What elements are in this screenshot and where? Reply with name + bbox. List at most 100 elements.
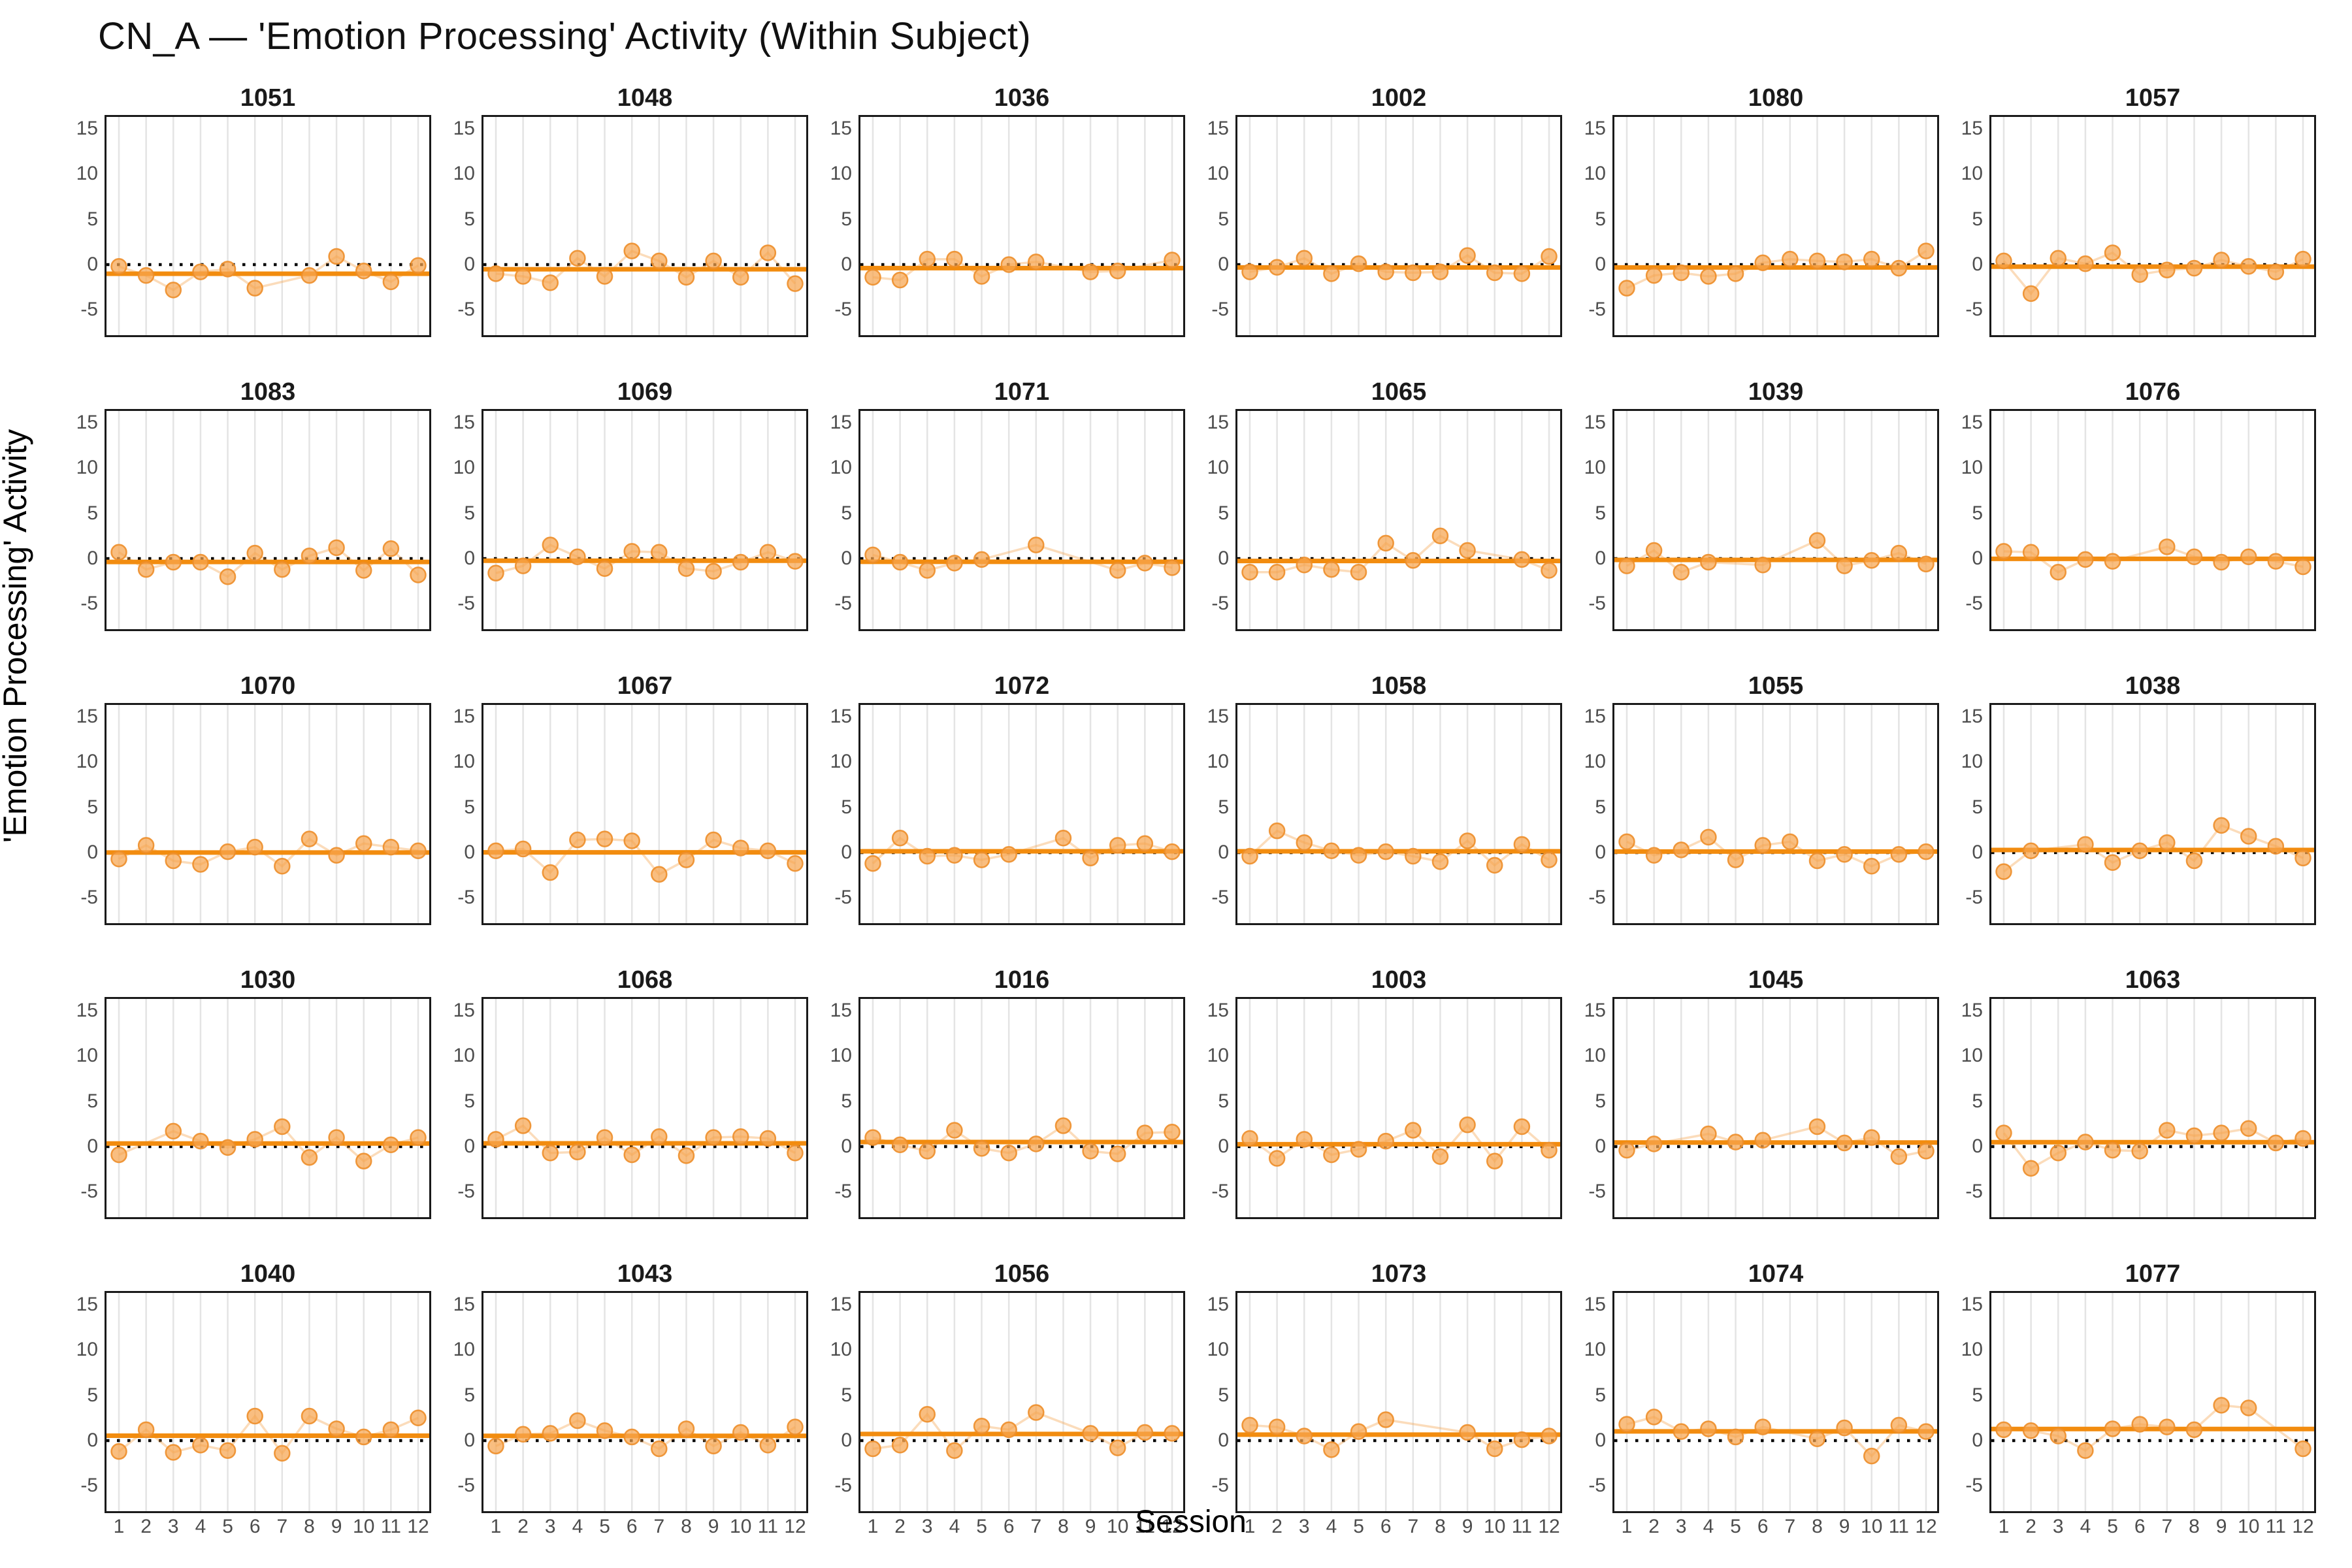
subject-panel: 1083 -5 0 5 10 15: [65, 378, 431, 659]
data-point: [2185, 548, 2203, 565]
data-point: [569, 1412, 586, 1429]
data-point: [1136, 835, 1154, 852]
y-tick-label: -5: [834, 299, 852, 321]
panel-border: [1989, 409, 2316, 631]
data-point: [759, 544, 777, 561]
panel-body: -5 0 5 10 15: [1950, 409, 2316, 631]
data-point: [1136, 1124, 1154, 1141]
y-tick-label: -5: [1965, 593, 1983, 615]
data-point: [2159, 538, 2176, 555]
data-point: [1754, 556, 1771, 574]
data-point: [732, 1128, 749, 1145]
data-point: [1808, 1430, 1826, 1447]
y-tick-label: 10: [453, 163, 475, 185]
data-point: [1995, 543, 2012, 560]
data-point: [1405, 1122, 1422, 1139]
x-tick-label: 12: [407, 1516, 429, 1537]
y-tick-label: 5: [841, 502, 852, 524]
x-tick-label: 8: [2189, 1516, 2200, 1537]
x-tick-label: 1: [1998, 1516, 2010, 1537]
y-tick-label: 0: [1218, 1135, 1229, 1157]
data-point: [301, 547, 318, 564]
data-point: [2077, 255, 2094, 272]
data-point: [382, 540, 400, 557]
data-point: [219, 568, 237, 585]
x-tick-label: 12: [1915, 1516, 1937, 1537]
x-axis-label: Session: [1135, 1505, 1247, 1539]
x-tick-label: 9: [1462, 1516, 1473, 1537]
x-tick-label: 3: [1675, 1516, 1687, 1537]
y-tick-label: 0: [87, 1135, 98, 1157]
y-tick-label: 15: [1961, 999, 1983, 1021]
y-tick-labels: -5 0 5 10 15: [1573, 409, 1612, 631]
panel-title: 1070: [240, 672, 296, 700]
y-tick-label: 10: [1207, 163, 1229, 185]
data-point: [1863, 1447, 1880, 1465]
data-point: [2022, 1160, 2040, 1177]
y-tick-label: -5: [834, 593, 852, 615]
data-point: [487, 1131, 504, 1148]
x-tick-label: 10: [1861, 1516, 1883, 1537]
data-point: [355, 262, 372, 280]
panel-body: -5 0 5 10 15: [1573, 1291, 1939, 1513]
subject-panel: 1055 -5 0 5 10 15: [1573, 672, 1939, 953]
data-point: [1241, 564, 1258, 581]
subject-panel: 1069 -5 0 5 10 15: [442, 378, 808, 659]
y-tick-label: 15: [76, 999, 98, 1021]
data-point: [1323, 1146, 1340, 1164]
x-tick-label: 10: [1484, 1516, 1506, 1537]
x-tick-label: 7: [1407, 1516, 1419, 1537]
x-tick-label: 11: [1888, 1516, 1909, 1537]
y-tick-label: 0: [1218, 1429, 1229, 1451]
subject-panel: 1058 -5 0 5 10 15: [1196, 672, 1562, 953]
data-point: [864, 546, 881, 564]
data-point: [569, 548, 586, 565]
data-point: [1836, 253, 1853, 270]
x-tick-label: 6: [2134, 1516, 2146, 1537]
data-point: [2131, 1416, 2148, 1433]
subject-plot: [1235, 997, 1562, 1219]
data-point: [759, 244, 777, 261]
y-tick-label: 0: [1595, 1135, 1606, 1157]
data-point: [946, 555, 963, 572]
subject-panel: 1039 -5 0 5 10 15: [1573, 378, 1939, 659]
x-tick-label: 8: [1058, 1516, 1069, 1537]
data-point: [2213, 817, 2230, 834]
data-point: [1268, 822, 1286, 840]
y-tick-label: 10: [453, 1339, 475, 1361]
data-point: [705, 252, 722, 270]
y-tick-label: 15: [1961, 411, 1983, 433]
data-point: [301, 1149, 318, 1166]
data-point: [514, 1426, 532, 1443]
x-tick-label: 11: [380, 1516, 401, 1537]
x-tick-labels: [1950, 337, 2316, 365]
data-point: [2159, 1418, 2176, 1435]
y-tick-label: -5: [1211, 1475, 1229, 1497]
data-point: [1028, 536, 1045, 553]
data-point: [1645, 542, 1663, 559]
data-point: [1164, 1124, 1181, 1141]
y-tick-label: 5: [1972, 502, 1983, 524]
y-tick-label: 5: [87, 502, 98, 524]
subject-plot: [858, 1291, 1185, 1513]
data-point: [1541, 248, 1558, 265]
panel-grid: 1051 -5 0 5 10 15 1048 -5 0 5 10 15 1036 -5 0 5 10 1…: [65, 84, 2316, 1541]
data-point: [1431, 853, 1449, 870]
data-point: [569, 1143, 586, 1161]
panel-body: -5 0 5 10 15: [442, 409, 808, 631]
x-tick-labels: [1196, 925, 1562, 953]
subject-plot: [482, 997, 808, 1219]
data-point: [1727, 265, 1744, 282]
data-point: [1513, 551, 1531, 568]
data-point: [514, 557, 532, 574]
data-point: [678, 1147, 695, 1164]
data-point: [165, 1122, 182, 1140]
panel-body: -5 0 5 10 15: [1196, 703, 1562, 925]
data-point: [219, 261, 237, 278]
x-tick-labels: [1196, 1219, 1562, 1247]
session-connector-line: [1250, 534, 1550, 574]
panel-title: 1045: [1748, 966, 1804, 994]
session-connector-line: [872, 1411, 1173, 1452]
data-point: [1109, 1439, 1126, 1456]
data-point: [1164, 1425, 1181, 1442]
